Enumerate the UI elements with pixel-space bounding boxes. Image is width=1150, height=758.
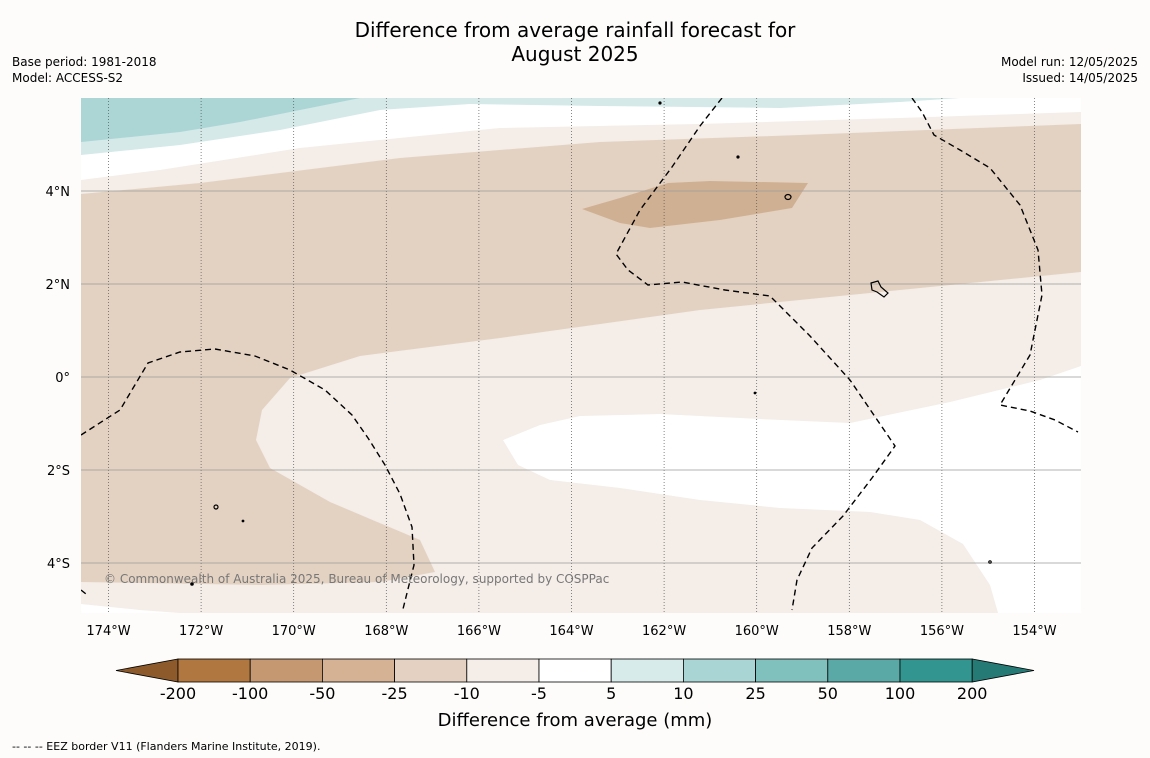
latitude-label: 4°S [47,557,70,572]
island [784,193,792,201]
island [870,280,889,298]
longitude-label: 158°W [827,624,871,639]
colorbar-tick-label: 100 [885,684,916,703]
region-near-normal-central [503,366,1081,613]
longitude-label: 162°W [642,624,686,639]
graticule [81,98,1081,613]
eez-border-sw [81,589,87,595]
eez-border-central [615,98,896,611]
region-dry-10-25 [81,124,1081,585]
colorbar-title: Difference from average (mm) [438,710,713,731]
longitude-label: 168°W [364,624,408,639]
colorbar-tick-label: -200 [160,684,196,703]
longitude-label: 160°W [735,624,779,639]
region-wet-10-25 [81,98,360,142]
colorbar-tick-label: 10 [673,684,693,703]
map-area: © Commonwealth of Australia 2025, Bureau… [81,98,1081,613]
colorbar-swatch [177,658,251,683]
longitude-label: 172°W [179,624,223,639]
longitude-label: 164°W [549,624,593,639]
longitude-label: 156°W [920,624,964,639]
colorbar-tick-label: -5 [531,684,547,703]
colorbar-tick-label: -25 [382,684,408,703]
eez-border-west [81,348,415,610]
colorbar-swatch [755,658,829,683]
island [753,391,757,395]
region-dry-25-50 [582,181,808,228]
longitude-label: 174°W [86,624,130,639]
latitude-labels: 4°N 2°N 0° 2°S 4°S [46,185,71,572]
title-line-2: August 2025 [511,42,639,66]
issued-date: Issued: 14/05/2025 [1022,71,1138,85]
colorbar-swatch [249,658,323,683]
colorbar-swatch [538,658,612,683]
colorbar-swatch [466,658,540,683]
colorbar-swatch [394,658,468,683]
islands [190,101,992,586]
colorbar-tick-label: -100 [232,684,268,703]
longitude-label: 166°W [457,624,501,639]
island [213,504,219,510]
colorbar-swatch [610,658,684,683]
colorbar-tick-label: 200 [957,684,988,703]
island [241,519,245,523]
colorbar-swatch [683,658,757,683]
colorbar-tick-label: 25 [745,684,765,703]
latitude-label: 4°N [46,185,71,200]
colorbar-extend-low [115,658,179,683]
island [736,155,740,159]
model-name: Model: ACCESS-S2 [12,71,124,85]
colorbar-tick-label: 5 [606,684,616,703]
colorbar-swatch [321,658,395,683]
island [190,582,194,586]
latitude-label: 0° [55,371,70,386]
copyright-text: © Commonwealth of Australia 2025, Bureau… [104,572,609,586]
meta-left: Base period: 1981-2018 Model: ACCESS-S2 [12,54,157,86]
eez-borders [81,98,1079,611]
eez-footnote: -- -- -- EEZ border V11 (Flanders Marine… [12,740,321,753]
chart-title: Difference from average rainfall forecas… [0,18,1150,66]
title-line-1: Difference from average rainfall forecas… [354,18,796,42]
colorbar-extend-high [971,658,1035,683]
colorbar-tick-label: 50 [818,684,838,703]
base-period: Base period: 1981-2018 [12,55,157,69]
region-near-normal-south [81,604,180,613]
colorbar: -200 -100 -50 -25 -10 -5 5 10 25 50 100 200 [115,658,1035,703]
model-run: Model run: 12/05/2025 [1000,55,1138,69]
longitude-labels: 174°W 172°W 170°W 168°W 166°W 164°W 162°W 160°W… [86,624,1056,639]
latitude-label: 2°N [46,278,71,293]
colorbar-tick-label: -50 [309,684,335,703]
longitude-label: 170°W [272,624,316,639]
longitude-label: 154°W [1012,624,1056,639]
latitude-label: 2°S [47,464,70,479]
island [658,101,662,105]
island [988,560,992,564]
colorbar-tick-label: -10 [454,684,480,703]
colorbar-swatch [827,658,901,683]
meta-right: Model run: 12/05/2025 Issued: 14/05/2025 [1001,54,1138,86]
region-wet-5-10 [81,98,960,155]
colorbar-swatch [899,658,973,683]
eez-border-east [911,98,1079,433]
